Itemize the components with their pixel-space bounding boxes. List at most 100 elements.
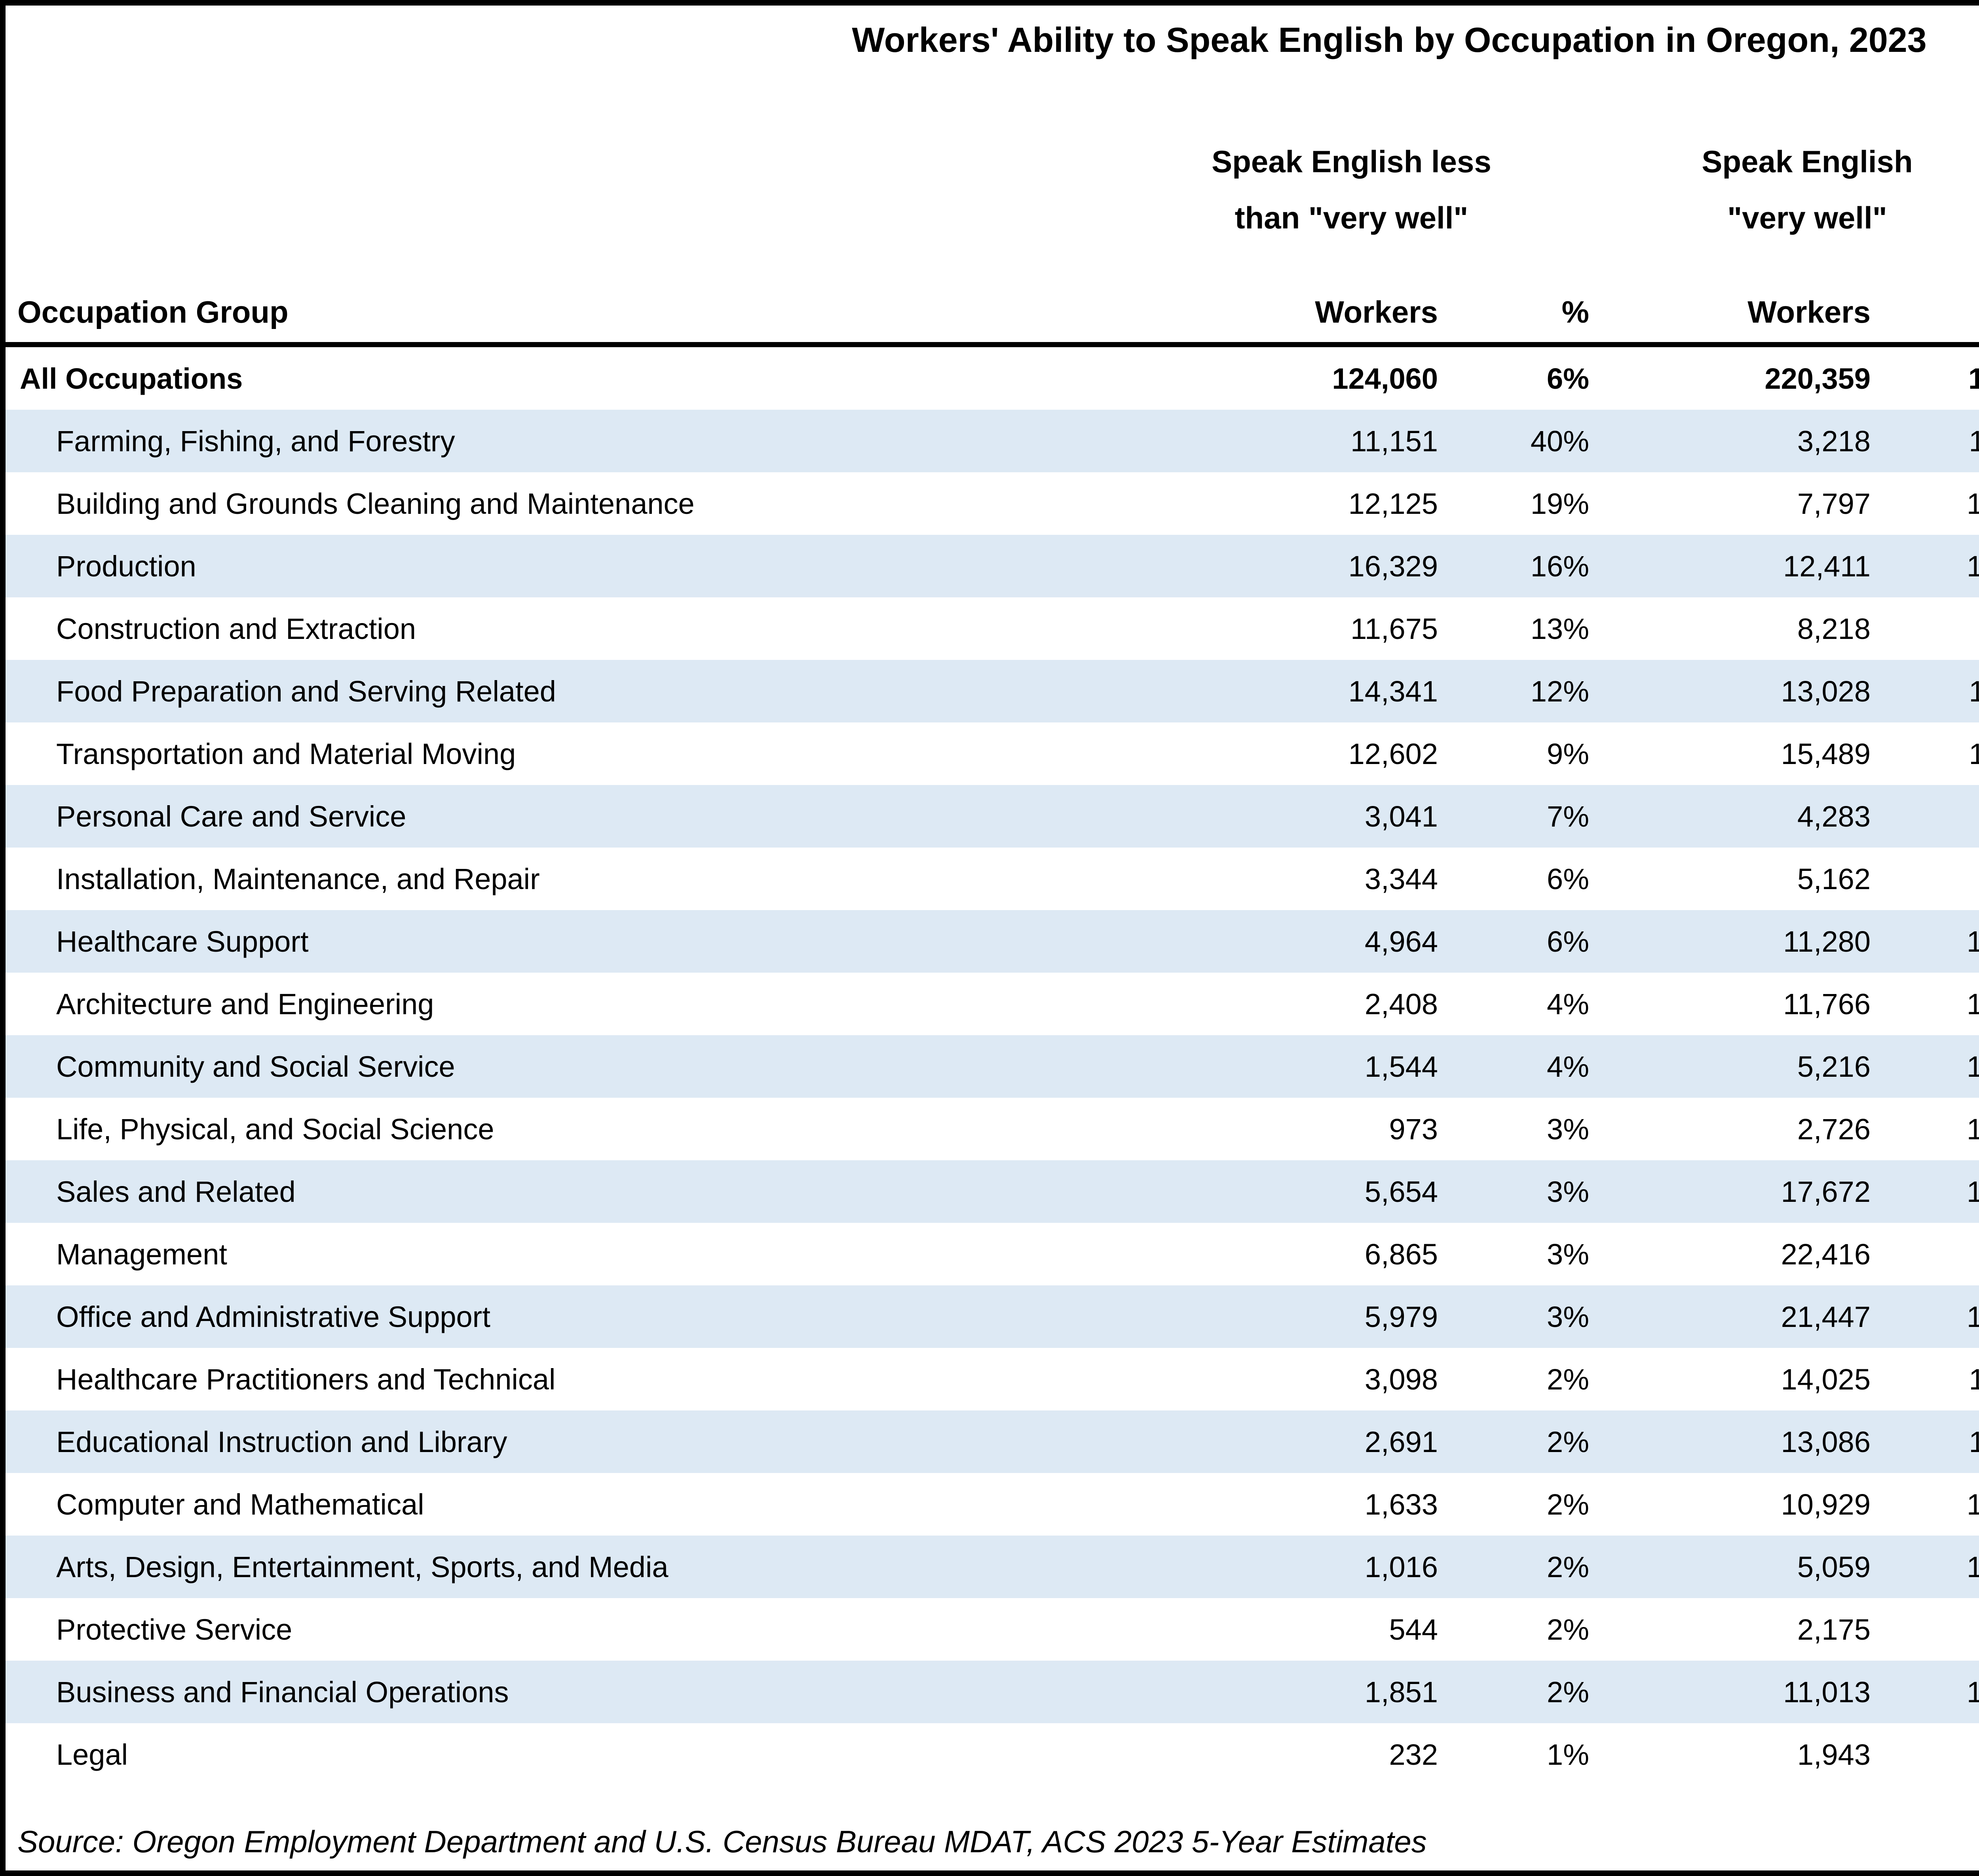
value-cell: 5,979: [1364, 1300, 1438, 1333]
value-cell: 7%: [1871, 1598, 1979, 1661]
occupation-cell: Healthcare Support: [56, 925, 309, 958]
source-note: Source: Oregon Employment Department and…: [17, 1824, 1427, 1859]
table-row: Sales and Related 5,654 3% 17,672 10% 16…: [6, 1160, 1979, 1223]
occupation-english-table: Speak English less than "very well" Spea…: [6, 60, 1979, 1786]
value-cell: 1,016: [1364, 1550, 1438, 1583]
value-cell: 6,865: [1364, 1237, 1438, 1271]
value-cell: 15,489: [1781, 737, 1871, 770]
value-cell: 9%: [1871, 1723, 1979, 1786]
value-cell: 11,013: [1783, 1675, 1871, 1709]
value-cell: 11%: [1871, 722, 1979, 785]
value-cell: 3%: [1547, 1300, 1589, 1333]
column-header-row: Occupation Group Workers % Workers % Wor…: [6, 246, 1979, 347]
value-cell: 4%: [1547, 1050, 1589, 1083]
table-row: Installation, Maintenance, and Repair 3,…: [6, 848, 1979, 910]
col-header-pct-less: %: [1438, 246, 1589, 347]
table-row: Farming, Fishing, and Forestry 11,151 40…: [6, 410, 1979, 472]
occupation-cell: Educational Instruction and Library: [56, 1425, 507, 1458]
value-cell: 13,086: [1781, 1425, 1871, 1458]
value-cell: 19%: [1530, 487, 1589, 520]
occupation-cell: Management: [56, 1237, 227, 1271]
value-cell: 2%: [1547, 1550, 1589, 1583]
table-row: Office and Administrative Support 5,979 …: [6, 1285, 1979, 1348]
value-cell: 12%: [1871, 472, 1979, 535]
value-cell: 12,602: [1348, 737, 1438, 770]
value-cell: 12%: [1871, 535, 1979, 597]
value-cell: 19%: [1871, 973, 1979, 1035]
table-row: All Occupations 124,060 6% 220,359 11% 1…: [6, 345, 1979, 410]
value-cell: 3%: [1547, 1175, 1589, 1208]
occupation-cell: Construction and Extraction: [56, 612, 416, 645]
value-cell: 11%: [1871, 660, 1979, 722]
table-row: Healthcare Support 4,964 6% 11,280 13% 7…: [6, 910, 1979, 973]
value-cell: 17,672: [1781, 1175, 1871, 1208]
group-header-line: Speak English: [1702, 144, 1913, 179]
occupation-cell: Installation, Maintenance, and Repair: [56, 862, 540, 895]
value-cell: 10%: [1871, 1098, 1979, 1160]
value-cell: 10%: [1871, 1285, 1979, 1348]
value-cell: 1%: [1547, 1738, 1589, 1771]
value-cell: 9%: [1547, 737, 1589, 770]
value-cell: 1,943: [1797, 1738, 1871, 1771]
value-cell: 10%: [1871, 1536, 1979, 1598]
value-cell: 2%: [1547, 1425, 1589, 1458]
value-cell: 2%: [1547, 1613, 1589, 1646]
value-cell: 9%: [1871, 597, 1979, 660]
occupation-cell: Production: [56, 549, 196, 583]
table-row: Construction and Extraction 11,675 13% 8…: [6, 597, 1979, 660]
occupation-cell: Life, Physical, and Social Science: [56, 1112, 494, 1146]
table-row: Arts, Design, Entertainment, Sports, and…: [6, 1536, 1979, 1598]
value-cell: 5,162: [1797, 862, 1871, 895]
column-group-row: Speak English less than "very well" Spea…: [6, 60, 1979, 246]
table-row: Transportation and Material Moving 12,60…: [6, 722, 1979, 785]
value-cell: 11,151: [1350, 424, 1438, 458]
value-cell: 11,766: [1783, 987, 1871, 1021]
table-row: Community and Social Service 1,544 4% 5,…: [6, 1035, 1979, 1098]
value-cell: 7%: [1547, 800, 1589, 833]
value-cell: 11%: [1871, 410, 1979, 472]
value-cell: 220,359: [1764, 362, 1871, 395]
value-cell: 9%: [1871, 785, 1979, 848]
value-cell: 973: [1389, 1112, 1438, 1146]
value-cell: 11%: [1871, 345, 1979, 410]
value-cell: 232: [1389, 1738, 1438, 1771]
value-cell: 4,964: [1364, 925, 1438, 958]
value-cell: 13%: [1871, 910, 1979, 973]
value-cell: 1,851: [1364, 1675, 1438, 1709]
occupation-cell: All Occupations: [20, 362, 243, 395]
table-row: Personal Care and Service 3,041 7% 4,283…: [6, 785, 1979, 848]
occupation-cell: Healthcare Practitioners and Technical: [56, 1363, 556, 1396]
value-cell: 13,028: [1781, 675, 1871, 708]
value-cell: 4%: [1547, 987, 1589, 1021]
value-cell: 3,041: [1364, 800, 1438, 833]
value-cell: 1,633: [1364, 1488, 1438, 1521]
occupation-cell: Arts, Design, Entertainment, Sports, and…: [56, 1550, 669, 1583]
occupation-cell: Sales and Related: [56, 1175, 296, 1208]
col-header-workers-less: Workers: [1114, 246, 1438, 347]
occupation-cell: Building and Grounds Cleaning and Mainte…: [56, 487, 695, 520]
value-cell: 4,283: [1797, 800, 1871, 833]
value-cell: 9%: [1871, 848, 1979, 910]
value-cell: 11,280: [1783, 925, 1871, 958]
value-cell: 5,059: [1797, 1550, 1871, 1583]
table-title: Workers' Ability to Speak English by Occ…: [852, 20, 1927, 59]
table-row: Life, Physical, and Social Science 973 3…: [6, 1098, 1979, 1160]
occupation-cell: Community and Social Service: [56, 1050, 455, 1083]
table-row: Management 6,865 3% 22,416 9% 210,480 88…: [6, 1223, 1979, 1285]
col-header-pct-very-well: %: [1871, 246, 1979, 347]
table-row: Architecture and Engineering 2,408 4% 11…: [6, 973, 1979, 1035]
occupation-cell: Computer and Mathematical: [56, 1488, 424, 1521]
group-header-line: "very well": [1727, 200, 1887, 236]
value-cell: 6%: [1547, 362, 1589, 395]
value-cell: 15%: [1871, 1473, 1979, 1536]
table-row: Food Preparation and Serving Related 14,…: [6, 660, 1979, 722]
col-header-occupation-group: Occupation Group: [6, 246, 1114, 347]
value-cell: 16,329: [1348, 549, 1438, 583]
occupation-cell: Office and Administrative Support: [56, 1300, 490, 1333]
value-cell: 12%: [1530, 675, 1589, 708]
occupation-cell: Farming, Fishing, and Forestry: [56, 424, 455, 458]
occupation-cell: Personal Care and Service: [56, 800, 406, 833]
value-cell: 10%: [1871, 1160, 1979, 1223]
table-row: Protective Service 544 2% 2,175 7% 30,62…: [6, 1598, 1979, 1661]
